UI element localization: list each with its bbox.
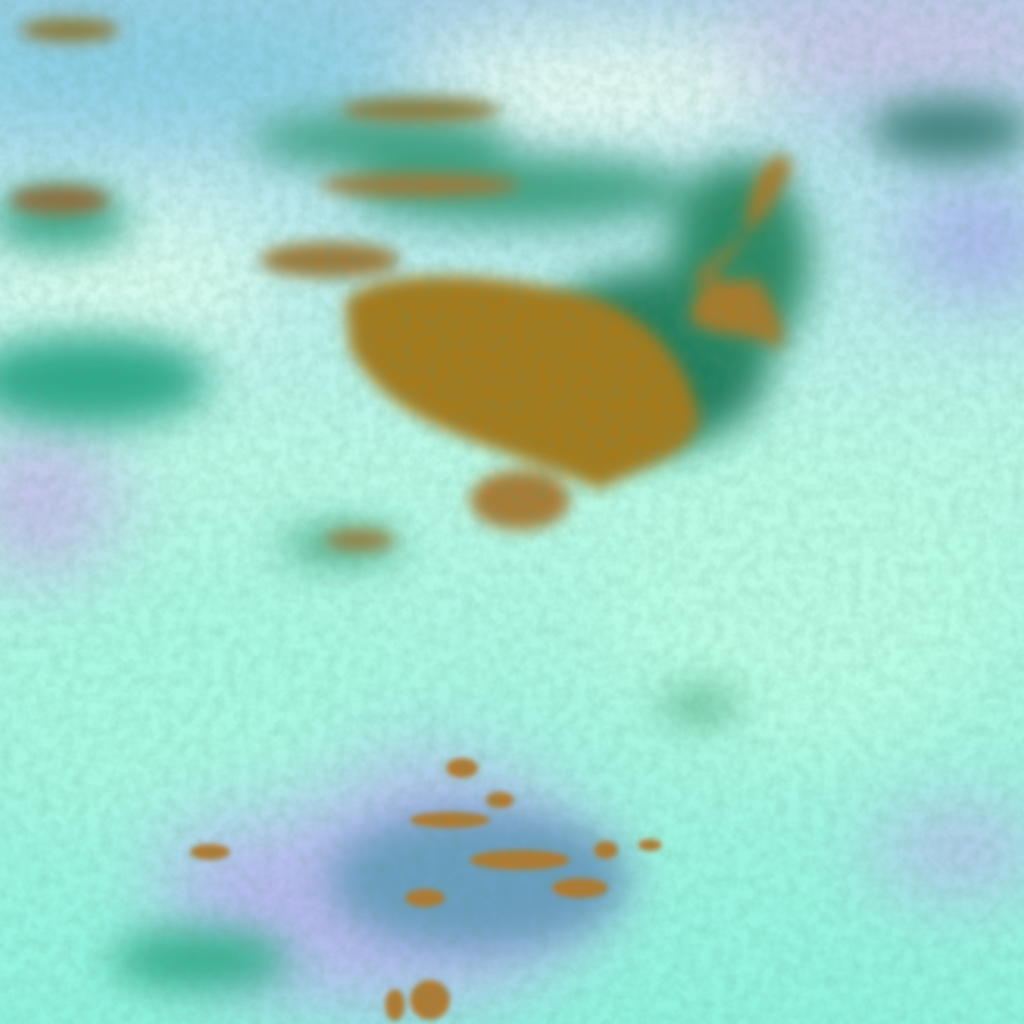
satellite-image [0, 0, 1024, 1024]
texture-overlay [0, 0, 1024, 1024]
